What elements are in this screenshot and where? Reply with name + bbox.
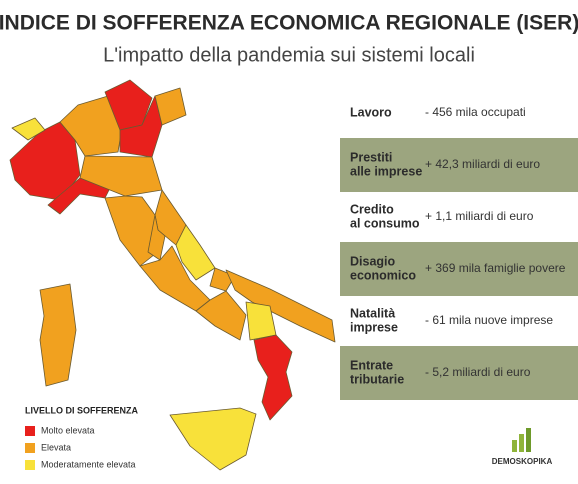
row-label: Lavoro	[350, 105, 392, 119]
legend-swatch	[25, 460, 35, 470]
row-bg	[340, 244, 578, 294]
map	[9, 79, 336, 471]
row-bg	[340, 192, 578, 242]
row-value: - 456 mila occupati	[425, 105, 526, 119]
region	[147, 214, 166, 261]
region	[195, 290, 247, 341]
legend-swatch	[25, 443, 35, 453]
row-value: - 61 mila nuove imprese	[425, 313, 553, 327]
row-label: imprese	[350, 320, 398, 334]
row-value: + 42,3 miliardi di euro	[425, 157, 540, 171]
row-label: Natalità	[350, 306, 395, 320]
region	[39, 283, 77, 387]
row-label: tributarie	[350, 372, 404, 386]
logo-icon	[512, 428, 531, 452]
region	[154, 189, 187, 246]
row-value: - 5,2 miliardi di euro	[425, 365, 531, 379]
logo-name: DEMOSKOPIKA	[492, 457, 553, 466]
row-value: + 369 mila famiglie povere	[425, 261, 566, 275]
row-label: alle imprese	[350, 164, 422, 178]
row-label: economico	[350, 268, 416, 282]
row-bg	[340, 88, 578, 138]
title: INDICE DI SOFFERENZA ECONOMICA REGIONALE…	[0, 12, 578, 35]
region	[169, 407, 257, 471]
region	[104, 79, 153, 131]
legend-label: Elevata	[41, 442, 71, 452]
row-label: Credito	[350, 202, 394, 216]
row-label: Entrate	[350, 358, 393, 372]
row-bg	[340, 140, 578, 190]
row-label: al consumo	[350, 216, 420, 230]
region	[9, 121, 81, 201]
region	[225, 269, 336, 343]
legend: Molto elevata Elevata Moderatamente elevat…	[25, 425, 136, 470]
subtitle: L'impatto della pandemia sui sistemi loc…	[103, 44, 475, 66]
region	[154, 87, 187, 126]
region	[11, 117, 46, 141]
row-bg	[340, 348, 578, 398]
legend-title: LIVELLO DI SOFFERENZA	[25, 405, 139, 415]
row-label: Prestiti	[350, 150, 392, 164]
region	[253, 334, 293, 421]
row-bg	[340, 296, 578, 346]
legend-label: Moderatamente elevata	[41, 459, 136, 469]
row-label: Disagio	[350, 254, 396, 268]
legend-label: Molto elevata	[41, 425, 95, 435]
legend-swatch	[25, 426, 35, 436]
row-value: + 1,1 miliardi di euro	[425, 209, 534, 223]
region	[139, 245, 211, 312]
